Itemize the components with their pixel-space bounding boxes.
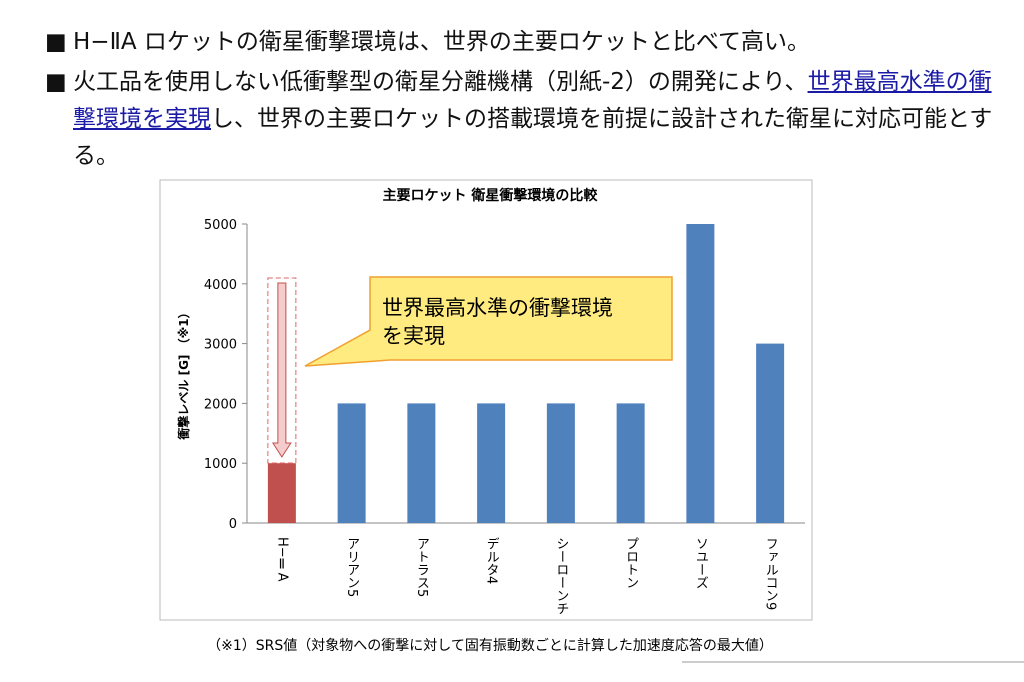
- bullet: ■ H−ⅡA ロケットの衛星衝撃環境は、世界の主要ロケットと比べて高い。: [45, 24, 995, 61]
- y-tick-label: 1000: [204, 457, 237, 472]
- x-tick-label: アトラス5: [414, 537, 429, 597]
- bar: [686, 224, 715, 523]
- x-tick-label: H−ⅡA: [274, 537, 289, 582]
- y-tick-label: 0: [229, 517, 237, 532]
- down-arrow: [271, 282, 292, 458]
- x-tick-label: デルタ4: [484, 537, 499, 584]
- y-tick-label: 5000: [204, 218, 237, 233]
- y-tick-label: 4000: [204, 278, 237, 293]
- bar: [407, 403, 436, 523]
- y-tick-label: 2000: [204, 397, 237, 412]
- bullet-text: 火工品を使用しない低衝撃型の衛星分離機構（別紙-2）の開発により、世界最高水準の…: [73, 64, 995, 175]
- callout-text: 世界最高水準の衝撃環境: [382, 296, 613, 320]
- bar: [337, 403, 366, 523]
- x-tick-label: ソユーズ: [693, 537, 708, 589]
- highlight-frame: [267, 277, 297, 464]
- text: し、世界の主要ロケットの搭載環境を前提に設計された衛星に対応可能とする。: [73, 106, 993, 169]
- bar: [756, 343, 785, 523]
- chart-title: 主要ロケット 衛星衝撃環境の比較: [383, 187, 599, 204]
- y-axis-label: 衝撃レベル [G] （※1）: [176, 306, 191, 440]
- x-tick-label: アリアン5: [344, 537, 359, 597]
- x-tick-label: ファルコン9: [763, 537, 778, 610]
- callout: [304, 276, 673, 367]
- text: 火工品を使用しない低衝撃型の衛星分離機構（別紙-2）の開発により、: [73, 69, 808, 95]
- x-tick-label: プロトン: [623, 537, 638, 589]
- footnote: （※1）SRS値（対象物への衝撃に対して固有振動数ごとに計算した加速度応答の最大…: [207, 637, 773, 654]
- bar: [267, 463, 296, 523]
- bullet: ■ 火工品を使用しない低衝撃型の衛星分離機構（別紙-2）の開発により、世界最高水準…: [45, 64, 995, 175]
- y-tick-label: 3000: [204, 338, 237, 353]
- bar: [546, 403, 575, 523]
- callout-text: を実現: [382, 324, 445, 348]
- bar: [477, 403, 506, 523]
- bullet-text: H−ⅡA ロケットの衛星衝撃環境は、世界の主要ロケットと比べて高い。: [73, 29, 811, 55]
- bar: [616, 403, 645, 523]
- x-tick-label: シーローンチ: [553, 537, 568, 615]
- link[interactable]: 世界最高水準の衝撃環境を実現: [73, 69, 992, 132]
